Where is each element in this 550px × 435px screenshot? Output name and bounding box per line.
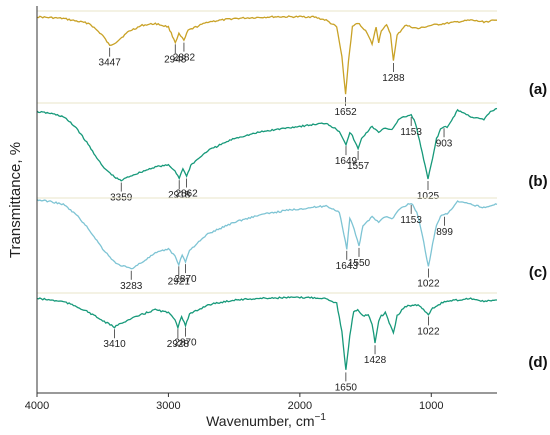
peak-label: 3410 [103,339,126,350]
peak-label: 2882 [173,53,196,64]
x-axis-label-main: Wavenumber, cm [206,413,314,429]
peak-label: 2928 [167,339,190,350]
x-axis-label-unit-exponent: −1 [315,412,327,423]
spectrum-line [36,107,498,182]
peak-label: 1022 [417,326,440,337]
peak-label: 3283 [120,281,143,292]
x-tick-label: 3000 [156,400,180,412]
spectrum-label: (b) [528,173,547,190]
spectrum-label: (d) [528,354,547,371]
peak-label: 3447 [99,58,122,69]
peak-label: 1649 [335,156,358,167]
peak-label: 2862 [175,189,198,200]
peak-label: 1288 [382,73,405,84]
peak-label: 1022 [417,279,440,290]
peak-label: 2921 [168,276,191,287]
peak-label: 1153 [400,215,422,226]
spectrum-line [36,295,497,370]
x-tick-label: 1000 [419,400,443,412]
peak-label: 2870 [174,274,197,285]
peak-label: 1557 [347,161,370,172]
peak-label: 1428 [364,355,387,366]
peak-label: 1550 [348,258,371,269]
spectrum-label: (c) [529,264,547,281]
peak-label: 2870 [174,338,197,349]
x-axis: 4000 3000 2000 1000 [25,6,497,412]
peak-label: 903 [436,138,453,149]
peak-label: 1650 [335,382,358,393]
x-tick-label: 4000 [25,400,49,412]
peak-label: 899 [436,227,453,238]
peak-label: 2918 [168,190,191,201]
spectrum-line [36,15,497,95]
peak-label: 2948 [164,54,187,65]
x-tick-label: 2000 [288,400,312,412]
spectrum-label: (a) [529,81,547,98]
y-axis-label: Transmittance, % [7,142,24,258]
peak-label: 1025 [417,191,440,202]
x-axis-label: Wavenumber, cm−1 [206,412,326,429]
peak-label: 1652 [334,107,357,118]
spectrum-line [36,199,498,270]
peak-label: 1643 [336,261,359,272]
peak-label: 1153 [400,127,422,138]
